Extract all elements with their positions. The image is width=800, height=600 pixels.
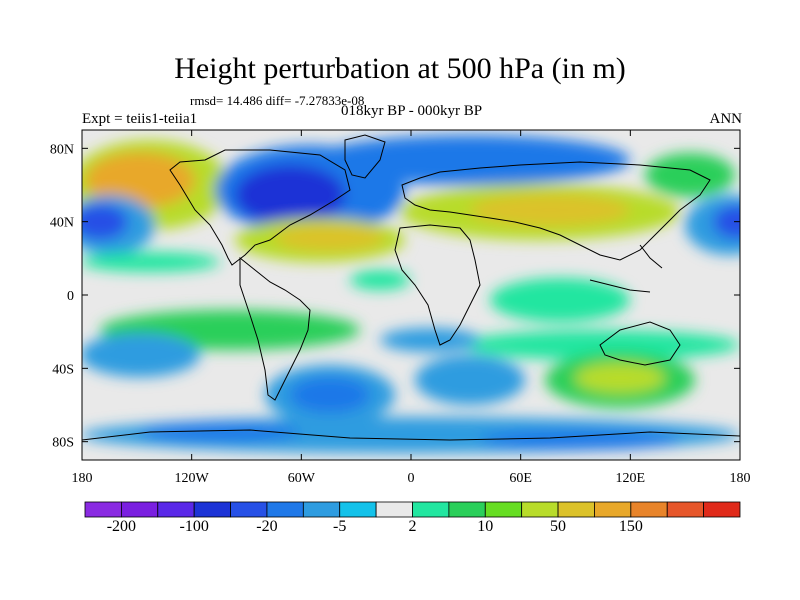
colorbar-swatch [703,501,741,518]
x-tick-label: 60E [509,471,532,486]
y-tick-label: 40S [52,362,74,377]
x-axis: 180 120W 60W 0 60E 120E 180 [72,130,751,486]
x-tick-label: 60W [288,471,316,486]
colorbar-swatch [448,501,486,518]
experiment-label: Expt = teiis1-teiia1 [82,111,198,127]
colorbar [84,501,741,518]
colorbar-swatch [666,501,705,518]
y-tick-label: 80N [50,142,74,157]
colorbar-label: -200 [106,518,137,535]
x-tick-label: 180 [72,471,93,486]
x-tick-label: 0 [408,471,415,486]
colorbar-label: -100 [179,518,209,535]
colorbar-swatch [339,501,377,518]
colorbar-swatch [230,501,268,518]
colorbar-label: -20 [256,518,278,535]
colorbar-swatch [266,501,304,518]
x-tick-label: 120W [175,471,210,486]
colorbar-swatch [630,501,668,518]
colorbar-label: -5 [333,518,347,535]
colorbar-swatch [557,501,595,518]
colorbar-label: 2 [408,518,417,535]
colorbar-swatch [193,501,231,518]
coastlines [82,134,740,441]
y-tick-label: 40N [50,216,74,231]
colorbar-swatch [412,501,450,518]
colorbar-swatch [484,501,523,518]
y-tick-label: 80S [52,436,74,451]
colorbar-swatch [594,501,632,518]
season-label: ANN [709,111,743,127]
x-tick-label: 180 [730,471,751,486]
colorbar-label: 150 [618,518,643,535]
chart-title: Height perturbation at 500 hPa (in m) [174,52,626,85]
colorbar-swatch [120,501,159,518]
colorbar-swatch [521,501,559,518]
colorbar-swatch [84,501,122,518]
y-axis: 80N 40N 0 40S 80S [50,142,740,451]
colorbar-swatch [375,501,413,518]
colorbar-label: 10 [477,518,494,535]
stats-text: rmsd= 14.486 diff= -7.27833e-08 [190,93,365,108]
period-subtitle: 018kyr BP - 000kyr BP [340,103,483,119]
colorbar-swatch [157,501,195,518]
y-tick-label: 0 [67,289,74,304]
colorbar-swatch [302,501,341,518]
colorbar-label: 50 [550,518,567,535]
x-tick-label: 120E [616,471,646,486]
contour-field [82,130,740,460]
